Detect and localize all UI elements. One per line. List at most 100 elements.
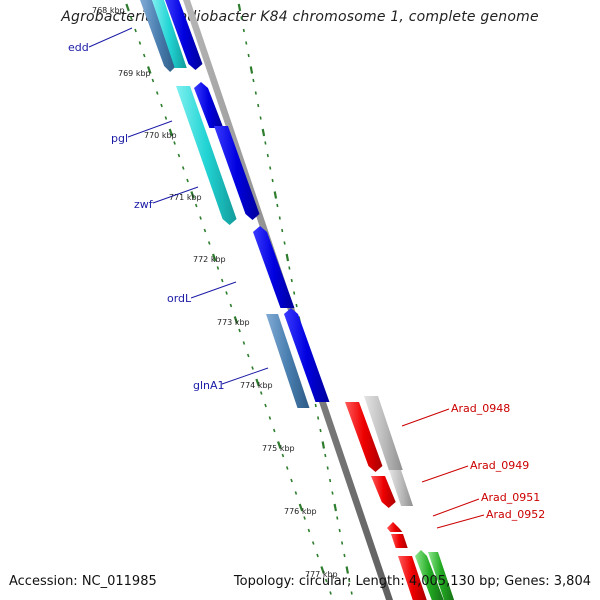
kbp-label: 775 kbp (262, 444, 295, 453)
cds-feature[interactable] (389, 470, 414, 506)
cds-feature[interactable] (428, 552, 455, 600)
tick-mark (295, 303, 298, 308)
tick-mark (240, 16, 243, 20)
tick-mark (261, 128, 266, 137)
cds-feature[interactable] (152, 0, 187, 68)
tick-mark (237, 3, 242, 12)
tick-mark (249, 66, 254, 74)
gene-label-ordL[interactable]: ordL (167, 292, 192, 305)
cds-feature[interactable] (165, 0, 203, 70)
left-gene-labels: edd pgl zwf ordL glnA1 (68, 27, 269, 392)
tick-mark (333, 503, 338, 512)
tick-mark (273, 191, 278, 199)
tick-mark (216, 266, 220, 270)
tick-mark (271, 178, 274, 183)
tick-mark (326, 466, 329, 470)
cds-feature[interactable] (398, 556, 427, 600)
gene-label-edd[interactable]: edd (68, 41, 89, 54)
gene-label-arad-0949[interactable]: Arad_0949 (470, 459, 529, 472)
gene-label-pgl[interactable]: pgl (111, 132, 128, 145)
tick-mark (343, 553, 346, 558)
tick-mark (324, 453, 327, 458)
cds-feature[interactable] (266, 314, 310, 408)
kbp-label: 777 kbp (305, 570, 338, 579)
cds-feature[interactable] (214, 126, 260, 220)
tick-mark (285, 253, 290, 262)
gene-label-arad-0952[interactable]: Arad_0952 (486, 508, 545, 521)
kbp-label: 771 kbp (169, 193, 202, 202)
tick-mark (160, 103, 163, 108)
tick-mark (329, 591, 332, 595)
tick-mark (125, 3, 130, 12)
gene-label-arad-0948[interactable]: Arad_0948 (451, 402, 510, 415)
tick-mark (212, 253, 217, 262)
cds-feature[interactable] (387, 522, 403, 532)
gene-label-zwf[interactable]: zwf (134, 198, 154, 211)
tick-mark (207, 241, 211, 245)
tick-mark (314, 403, 317, 408)
tick-mark (203, 228, 207, 233)
cds-feature[interactable] (176, 86, 237, 225)
inner-tick-ring (125, 3, 332, 595)
kbp-label: 773 kbp (217, 318, 250, 327)
gene-label-glnA1[interactable]: glnA1 (193, 379, 225, 392)
tick-mark (151, 78, 155, 83)
tick-mark (276, 203, 279, 208)
tick-mark (290, 478, 293, 483)
tick-mark (238, 328, 241, 333)
outer-tick-ring (237, 3, 353, 595)
tick-mark (134, 28, 137, 33)
tick-mark (168, 128, 174, 137)
tick-mark (336, 516, 339, 520)
tick-mark (259, 391, 263, 395)
tick-mark (331, 491, 334, 495)
tick-mark (329, 478, 332, 483)
tick-mark (264, 403, 267, 408)
tick-mark (345, 566, 350, 574)
tick-mark (129, 16, 133, 20)
tick-mark (293, 291, 296, 295)
tick-mark (229, 303, 233, 308)
tick-mark (317, 416, 320, 420)
tick-mark (281, 228, 284, 233)
tick-mark (246, 353, 250, 358)
tick-mark (245, 41, 248, 45)
tick-mark (321, 441, 326, 449)
gene-label-arad-0951[interactable]: Arad_0951 (481, 491, 540, 504)
tick-mark (252, 78, 255, 83)
cds-feature[interactable] (371, 476, 396, 508)
tick-mark (181, 166, 185, 170)
tick-mark (303, 516, 306, 520)
tick-mark (320, 566, 325, 574)
tick-mark (194, 203, 198, 208)
cds-feature[interactable] (391, 534, 408, 548)
kbp-label-group: 768 kbp 769 kbp 770 kbp 771 kbp 772 kbp … (92, 6, 338, 579)
cds-feature[interactable] (284, 308, 330, 402)
cds-feature[interactable] (253, 226, 295, 308)
tick-mark (324, 578, 328, 583)
tick-mark (233, 316, 239, 324)
cds-feature[interactable] (415, 550, 444, 600)
kbp-label: 776 kbp (284, 507, 317, 516)
right-gene-labels: Arad_0948 Arad_0949 Arad_0951 Arad_0952 (401, 402, 545, 529)
tick-mark (285, 466, 289, 470)
feature-track (140, 0, 455, 600)
cds-feature[interactable] (194, 82, 224, 128)
kbp-label: 770 kbp (144, 131, 177, 140)
cds-feature[interactable] (140, 0, 177, 72)
tick-mark (341, 541, 344, 545)
tick-mark (311, 541, 315, 545)
tick-mark (319, 428, 322, 433)
kbp-label: 772 kbp (193, 255, 226, 264)
tick-mark (147, 66, 152, 74)
kbp-label: 768 kbp (92, 6, 125, 15)
tick-mark (138, 41, 142, 45)
tick-mark (142, 53, 146, 58)
tick-mark (220, 278, 224, 283)
cds-feature[interactable] (364, 396, 403, 470)
tick-mark (350, 591, 353, 595)
tick-mark (199, 216, 202, 220)
cds-feature[interactable] (345, 402, 383, 472)
tick-mark (254, 91, 257, 95)
